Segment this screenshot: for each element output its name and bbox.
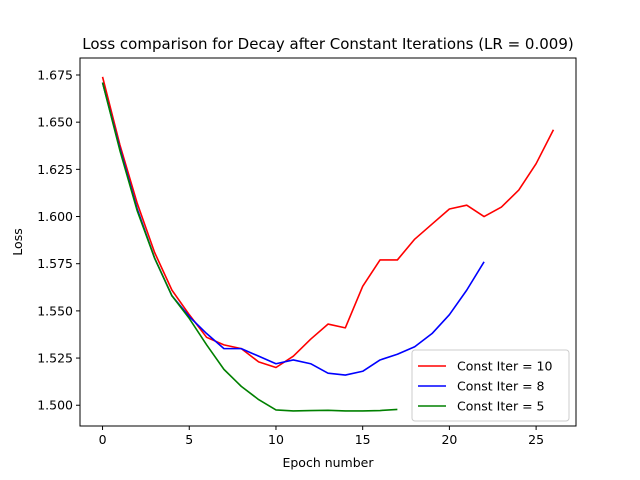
series-line-1 — [101, 76, 555, 369]
y-tick-label: 1.650 — [37, 115, 73, 130]
y-tick-label: 1.675 — [37, 67, 73, 82]
legend: Const Iter = 10 Const Iter = 8 Const Iter … — [411, 349, 570, 422]
y-axis-label: Loss — [10, 228, 25, 255]
plot-frame — [79, 57, 577, 427]
x-tick-label: 0 — [99, 432, 107, 447]
legend-label-3: Const Iter = 5 — [457, 399, 544, 414]
x-axis: 0 5 10 15 20 25 — [99, 426, 544, 447]
y-tick-label: 1.500 — [37, 398, 73, 413]
y-tick-label: 1.575 — [37, 256, 73, 271]
x-tick-label: 25 — [528, 432, 544, 447]
series-layer — [101, 76, 555, 412]
series-line-3 — [101, 82, 398, 412]
y-tick-label: 1.625 — [37, 162, 73, 177]
legend-label-1: Const Iter = 10 — [457, 359, 552, 374]
y-tick-label: 1.600 — [37, 209, 73, 224]
y-tick-label: 1.525 — [37, 351, 73, 366]
x-tick-label: 20 — [441, 432, 457, 447]
y-axis: 1.500 1.525 1.550 1.575 1.600 1.625 1.650 1.675 — [37, 67, 80, 413]
y-tick-label: 1.550 — [37, 303, 73, 318]
legend-box — [411, 349, 570, 422]
x-axis-label: Epoch number — [282, 455, 374, 470]
legend-label-2: Const Iter = 8 — [457, 379, 545, 394]
x-tick-label: 5 — [185, 432, 193, 447]
chart-title: Loss comparison for Decay after Constant… — [82, 35, 573, 53]
x-tick-label: 15 — [355, 432, 371, 447]
x-tick-label: 10 — [268, 432, 284, 447]
